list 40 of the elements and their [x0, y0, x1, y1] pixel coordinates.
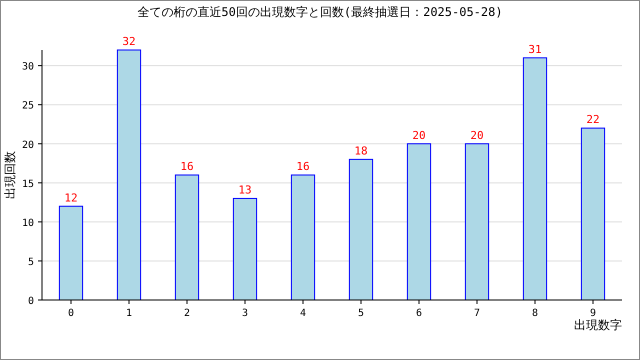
- x-tick-label: 7: [474, 308, 480, 319]
- data-label: 13: [238, 183, 252, 196]
- data-label: 16: [180, 160, 194, 173]
- bar: [580, 128, 606, 300]
- x-tick-label: 0: [68, 308, 74, 319]
- data-label: 32: [122, 35, 136, 48]
- y-tick-label: 15: [22, 178, 34, 190]
- x-tick-label: 1: [126, 308, 132, 319]
- x-tick-label: 3: [242, 308, 248, 319]
- chart-title: 全ての桁の直近50回の出現数字と回数(最終抽選日：2025-05-28): [137, 5, 503, 19]
- data-label: 12: [64, 191, 78, 204]
- data-label: 20: [412, 128, 426, 142]
- bar: [58, 206, 84, 300]
- x-tick-label: 5: [358, 308, 364, 319]
- y-tick-label: 10: [22, 218, 34, 229]
- y-tick-label: 30: [22, 62, 34, 73]
- bar: [174, 174, 200, 300]
- data-label: 22: [586, 113, 600, 126]
- data-label: 18: [354, 144, 368, 158]
- x-tick-label: 6: [416, 308, 422, 319]
- x-tick-label: 2: [184, 308, 190, 319]
- data-label: 16: [296, 160, 310, 173]
- bar: [290, 174, 316, 300]
- y-tick-label: 0: [28, 296, 34, 307]
- x-tick-label: 9: [590, 308, 596, 319]
- data-label: 31: [528, 42, 542, 56]
- bar: [406, 143, 432, 300]
- x-tick-label: 8: [532, 308, 538, 319]
- x-axis-title: 出現数字: [574, 318, 622, 332]
- y-axis-title: 出現回数: [3, 151, 17, 199]
- y-tick-label: 25: [22, 100, 34, 112]
- y-tick-label: 20: [22, 140, 34, 151]
- bar: [464, 143, 490, 300]
- y-tick-label: 5: [28, 256, 34, 268]
- data-label: 20: [470, 128, 484, 142]
- bar: [348, 158, 374, 300]
- x-tick-label: 4: [300, 308, 306, 319]
- bar: [522, 57, 548, 300]
- bar: [232, 198, 258, 300]
- bar: [116, 50, 142, 300]
